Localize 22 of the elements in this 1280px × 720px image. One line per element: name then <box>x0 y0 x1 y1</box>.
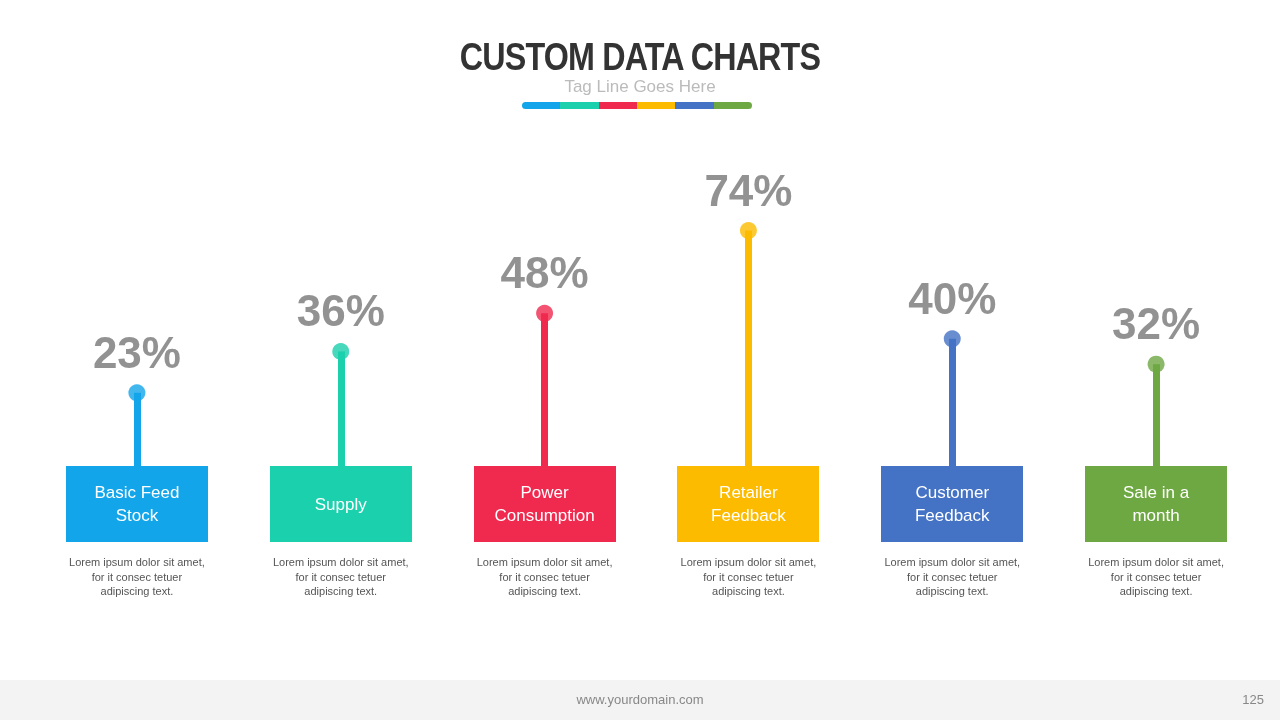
text: Lorem ipsum dolor sit amet, for it consec tetuer adipiscing text. <box>475 555 614 599</box>
data-label: 48% <box>500 248 589 298</box>
text: Lorem ipsum dolor sit amet, for it consec tetuer adipiscing text. <box>271 555 410 599</box>
label-box: Customer Feedback <box>881 466 1024 542</box>
label-box: Supply <box>269 466 412 542</box>
label-box: Sale in a month <box>1085 466 1228 542</box>
label-box: Basic Feed Stock <box>65 466 208 542</box>
chart-title: CUSTOM DATA CHARTS <box>458 36 822 79</box>
text: Lorem ipsum dolor sit amet, for it consec tetuer adipiscing text. <box>68 555 206 599</box>
label-box: Power Consumption <box>473 466 616 542</box>
text: Lorem ipsum dolor sit amet, for it consec tetuer adipiscing text. <box>1087 555 1225 599</box>
text: www.yourdomain.com <box>576 692 704 707</box>
data-label: 74% <box>704 165 793 215</box>
chart-subtitle: Tag Line Goes Here <box>563 77 717 97</box>
data-label: 40% <box>908 273 997 323</box>
text: 125 <box>1242 692 1264 707</box>
label-box: Retailer Feedback <box>677 466 820 542</box>
data-label: 32% <box>1112 299 1201 349</box>
text: Lorem ipsum dolor sit amet, for it consec tetuer adipiscing text. <box>679 555 818 599</box>
data-label: 36% <box>296 286 385 336</box>
data-label: 23% <box>92 327 181 377</box>
text: Lorem ipsum dolor sit amet, for it consec tetuer adipiscing text. <box>883 555 1022 599</box>
